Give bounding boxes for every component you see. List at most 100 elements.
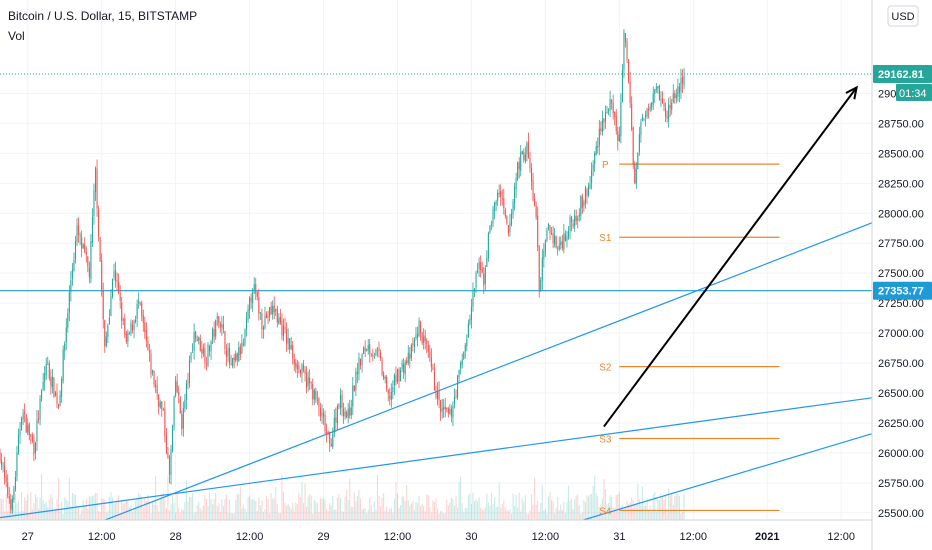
volume-bar	[330, 505, 332, 520]
volume-bar	[193, 512, 195, 520]
volume-bar	[514, 506, 516, 520]
pivot-levels[interactable]: P S1 S2 S3 S4	[599, 160, 780, 517]
volume-bar	[4, 511, 6, 520]
volume-bar	[510, 513, 513, 520]
volume-bar	[161, 493, 163, 520]
candle-body	[412, 343, 414, 346]
candle-body	[275, 309, 277, 311]
candle-body	[549, 225, 551, 233]
volume-bar	[113, 503, 115, 520]
x-tick-label: 28	[170, 531, 182, 543]
candle-body	[101, 260, 103, 292]
volume-bar	[309, 494, 311, 520]
volume-bar	[289, 506, 291, 520]
volume-bar	[178, 507, 180, 520]
candle-body	[546, 229, 548, 241]
volume-bar	[401, 495, 403, 520]
candle-body	[460, 362, 462, 370]
symbol-title[interactable]: Bitcoin / U.S. Dollar, 15, BITSTAMP	[8, 9, 198, 23]
candle-body	[675, 95, 677, 99]
volume-bar	[272, 498, 274, 520]
volume-bar	[567, 485, 570, 520]
volume-bar	[78, 506, 80, 520]
candle-body	[321, 411, 323, 417]
candle-body	[118, 281, 120, 293]
volume-bar	[674, 495, 676, 520]
volume-bar	[551, 500, 553, 520]
candle-body	[526, 143, 528, 155]
horizontal-line[interactable]	[0, 73, 872, 292]
volume-bar	[487, 502, 489, 520]
candle-body	[115, 270, 117, 282]
candle-body	[13, 489, 15, 500]
volume-bar	[618, 492, 620, 520]
candle-body	[672, 93, 674, 102]
candle-body	[355, 370, 357, 390]
volume-bar	[611, 497, 613, 520]
volume-bar	[208, 492, 211, 520]
pivot-label: S2	[599, 363, 612, 374]
volume-bar	[406, 484, 408, 520]
volume-bar	[435, 498, 437, 520]
volume-bar	[221, 499, 223, 520]
candle-body	[621, 70, 623, 102]
candle-body	[47, 363, 49, 365]
candle-body	[190, 352, 192, 360]
candle-body	[164, 409, 166, 436]
candle-body	[10, 499, 12, 509]
pivot-label: S1	[599, 233, 612, 244]
volume-bar	[5, 493, 7, 520]
volume-bar	[420, 505, 422, 520]
volume-bar	[387, 512, 389, 520]
volume-bar	[170, 504, 172, 520]
volume-bar	[53, 512, 55, 520]
candle-body	[212, 328, 214, 341]
candle-body	[27, 424, 29, 433]
volume-bar	[128, 506, 130, 520]
candle-body	[603, 118, 605, 123]
volume-bar	[498, 483, 500, 520]
candle-body	[316, 399, 318, 401]
candle-body	[614, 111, 616, 117]
volume-bar	[672, 504, 674, 520]
currency-button-label[interactable]: USD	[891, 11, 914, 23]
candle-body	[338, 405, 340, 407]
volume-bar	[429, 507, 431, 520]
volume-bar	[638, 499, 640, 520]
projection-arrow[interactable]	[603, 85, 858, 428]
candle-body	[2, 465, 4, 467]
volume-bar	[212, 504, 214, 520]
volume-bar	[278, 513, 280, 520]
candle-body	[552, 233, 554, 244]
candle-body	[635, 168, 637, 184]
candle-body	[372, 355, 374, 357]
volume-bar	[467, 495, 469, 520]
candle-body	[333, 418, 335, 434]
currency-button[interactable]	[887, 5, 919, 27]
volume-bar	[403, 496, 405, 520]
candle-body	[58, 404, 60, 407]
candle-body	[426, 340, 428, 345]
volume-bar	[612, 507, 614, 520]
volume-bar	[229, 499, 231, 520]
volume-bar	[347, 500, 349, 520]
candle-body	[281, 321, 283, 336]
candle-body	[25, 414, 27, 433]
volume-bar	[299, 497, 301, 520]
candle-body	[661, 98, 664, 104]
volume-bar	[136, 498, 138, 520]
volume-bar	[470, 503, 472, 520]
volume-bar	[249, 495, 251, 520]
volume-bar	[586, 495, 588, 520]
candle-body	[578, 214, 580, 217]
volume-bar	[400, 505, 402, 520]
volume-indicator-label[interactable]: Vol	[8, 29, 25, 43]
candle-body	[373, 355, 375, 357]
volume-bar	[363, 508, 365, 520]
candle-body	[473, 288, 476, 292]
volume-bar	[155, 476, 157, 520]
candle-body	[628, 59, 630, 81]
candle-body	[500, 191, 502, 198]
